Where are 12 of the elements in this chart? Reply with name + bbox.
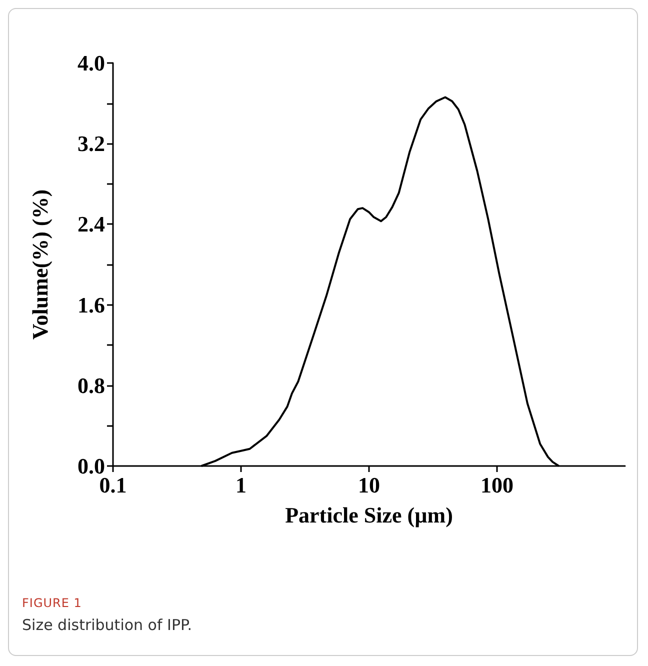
x-tick-label: 10 <box>358 472 380 498</box>
y-tick-label: 3.2 <box>78 131 105 156</box>
x-axis-title: Particle Size (µm) <box>285 502 453 528</box>
x-tick-label: 1 <box>236 472 246 498</box>
y-tick-label: 1.6 <box>78 292 105 318</box>
x-tick-label: 100 <box>480 472 514 498</box>
y-axis-title: Volume(%) (%) <box>28 189 52 340</box>
y-tick-label: 2.4 <box>78 212 105 237</box>
text: Size distribution of IPP. <box>22 616 192 634</box>
y-tick-label: 0.8 <box>78 372 105 398</box>
y-tick-label: 4.0 <box>78 50 105 76</box>
caption: FIGURE 1 <box>22 596 83 610</box>
